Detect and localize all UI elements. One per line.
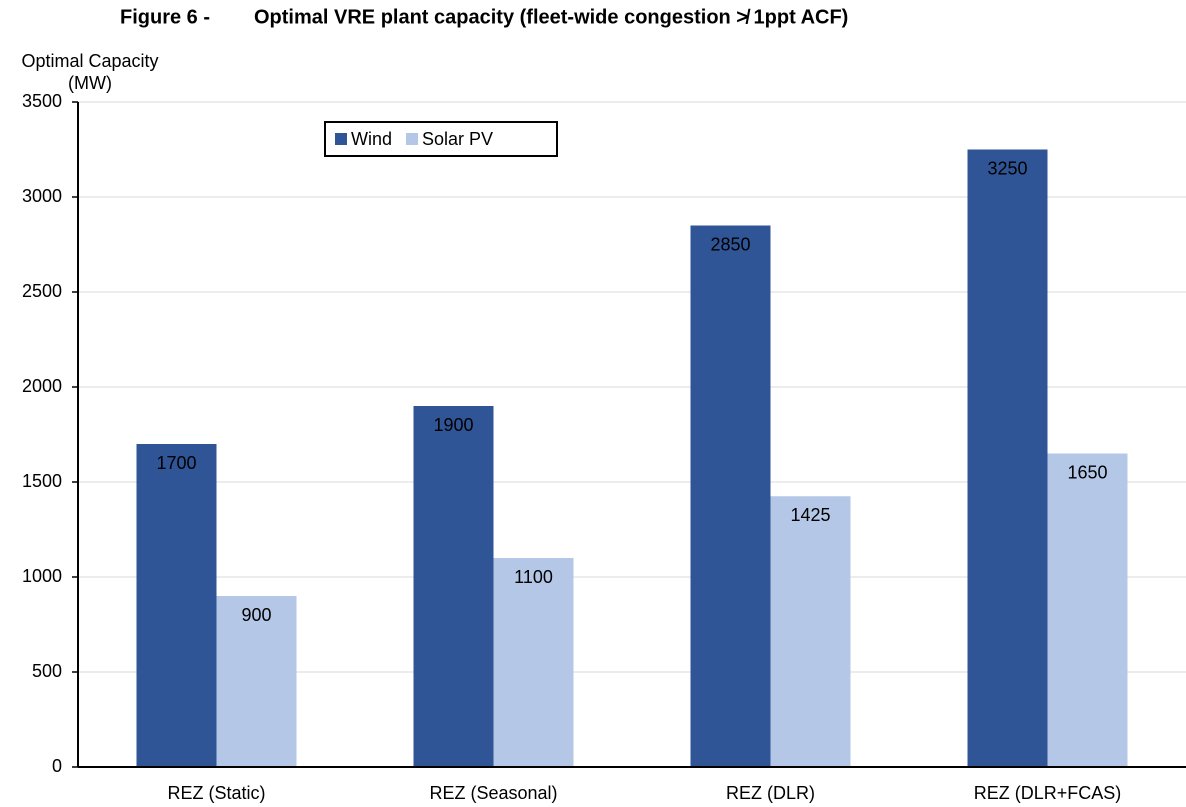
x-tick-label: REZ (DLR) (726, 783, 815, 803)
legend-swatch (335, 133, 347, 145)
y-tick-label: 0 (52, 756, 62, 776)
legend-box (324, 121, 558, 157)
bar (967, 149, 1048, 767)
value-label: 1700 (156, 453, 196, 473)
y-tick-label: 1000 (22, 566, 62, 586)
value-label: 1900 (433, 415, 473, 435)
y-tick-label: 2000 (22, 376, 62, 396)
x-tick-label: REZ (Static) (167, 783, 265, 803)
y-tick-label: 2500 (22, 281, 62, 301)
legend-label: Solar PV (422, 129, 493, 149)
bar (690, 225, 771, 767)
value-label: 900 (241, 605, 271, 625)
y-tick-label: 1500 (22, 471, 62, 491)
bar (413, 406, 494, 767)
bar (770, 496, 851, 767)
y-tick-label: 500 (32, 661, 62, 681)
value-label: 1650 (1067, 462, 1107, 482)
x-tick-label: REZ (DLR+FCAS) (974, 783, 1122, 803)
y-tick-label: 3000 (22, 186, 62, 206)
value-label: 3250 (987, 158, 1027, 178)
bar (136, 444, 217, 767)
bar (216, 596, 297, 767)
y-axis-label: Optimal Capacity (21, 51, 158, 71)
figure-label: Figure 6 - (120, 6, 210, 28)
y-axis-label: (MW) (68, 73, 112, 93)
value-label: 1425 (790, 505, 830, 525)
bar (493, 558, 574, 767)
legend-label: Wind (351, 129, 392, 149)
value-label: 2850 (710, 234, 750, 254)
bar (1047, 453, 1128, 767)
value-label: 1100 (514, 567, 553, 587)
chart-title: Optimal VRE plant capacity (fleet-wide c… (254, 6, 848, 28)
x-tick-label: REZ (Seasonal) (429, 783, 557, 803)
legend-swatch (406, 133, 419, 145)
y-tick-label: 3500 (22, 91, 62, 111)
